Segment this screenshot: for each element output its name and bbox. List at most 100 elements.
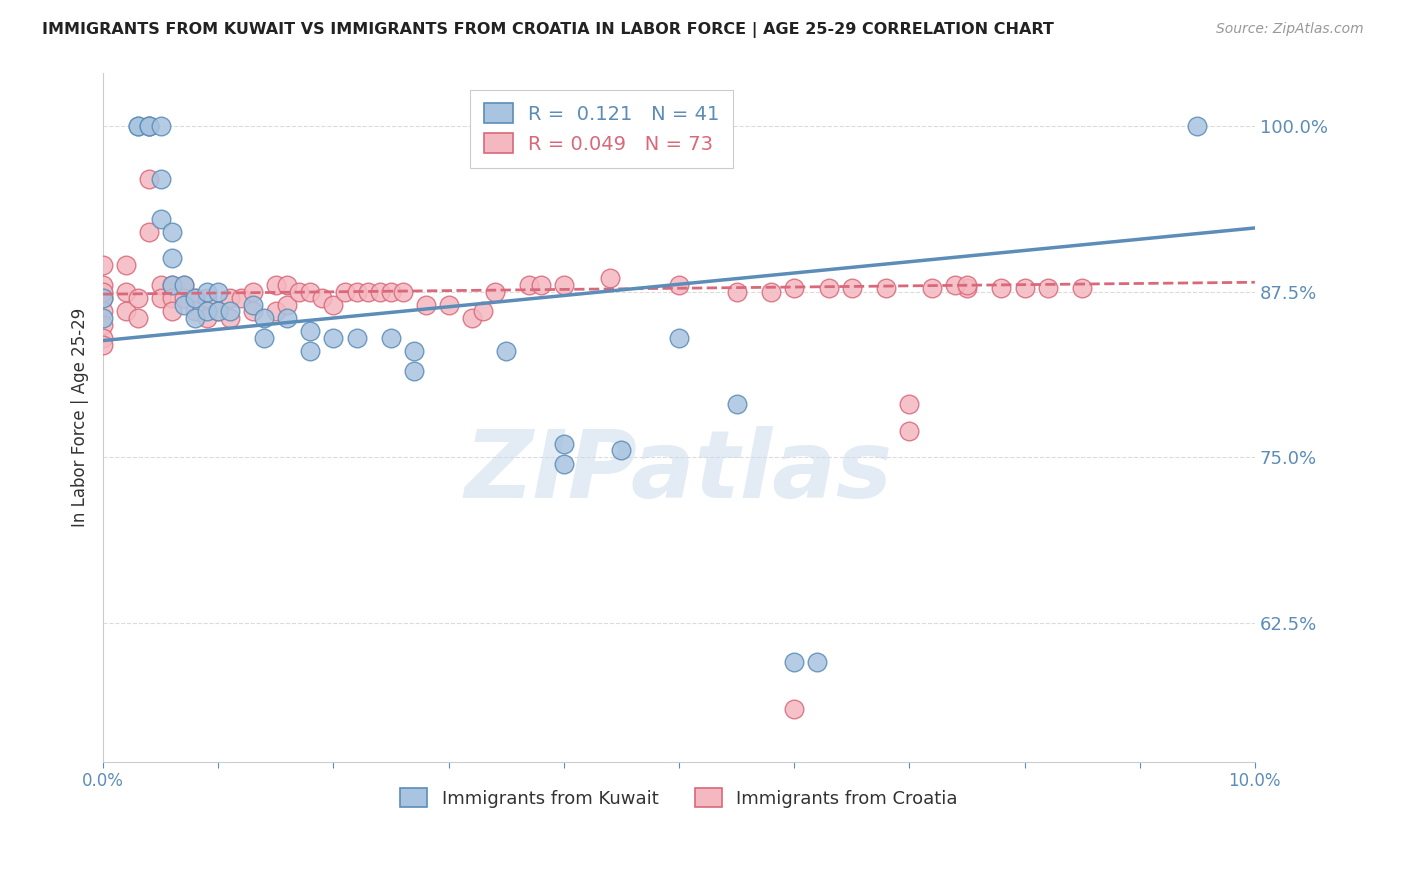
Point [127, 119, 149, 133]
Point [322, 331, 344, 345]
Point [115, 258, 138, 272]
Point [357, 285, 380, 299]
Point [990, 280, 1012, 294]
Point [138, 119, 160, 133]
Point [806, 656, 828, 670]
Point [530, 277, 553, 292]
Point [264, 304, 287, 318]
Point [1071, 280, 1094, 294]
Point [160, 291, 183, 305]
Point [553, 277, 575, 292]
Point [184, 311, 207, 326]
Point [841, 280, 863, 294]
Point [610, 443, 633, 458]
Point [160, 252, 183, 266]
Point [725, 285, 748, 299]
Point [91, 285, 114, 299]
Point [149, 277, 172, 292]
Point [149, 291, 172, 305]
Point [368, 285, 391, 299]
Point [415, 298, 437, 312]
Point [138, 119, 160, 133]
Point [404, 344, 426, 359]
Point [898, 397, 921, 411]
Point [311, 291, 333, 305]
Point [484, 285, 506, 299]
Point [288, 285, 311, 299]
Point [276, 277, 298, 292]
Point [115, 304, 138, 318]
Point [195, 304, 218, 318]
Point [91, 258, 114, 272]
Point [242, 304, 264, 318]
Point [184, 291, 207, 305]
Point [276, 298, 298, 312]
Point [195, 311, 218, 326]
Point [218, 304, 240, 318]
Point [668, 331, 690, 345]
Point [299, 285, 322, 299]
Point [127, 311, 149, 326]
Point [160, 277, 183, 292]
Point [160, 277, 183, 292]
Point [1036, 280, 1059, 294]
Point [149, 211, 172, 226]
Point [138, 172, 160, 186]
Point [783, 702, 806, 716]
Point [599, 271, 621, 285]
Point [898, 424, 921, 438]
Point [725, 397, 748, 411]
Point [173, 298, 195, 312]
Point [276, 311, 298, 326]
Point [437, 298, 460, 312]
Point [322, 298, 344, 312]
Point [91, 311, 114, 326]
Point [1014, 280, 1036, 294]
Point [495, 344, 517, 359]
Text: ZIPatlas: ZIPatlas [465, 426, 893, 518]
Point [817, 280, 839, 294]
Y-axis label: In Labor Force | Age 25-29: In Labor Force | Age 25-29 [72, 308, 89, 527]
Point [218, 291, 240, 305]
Point [184, 304, 207, 318]
Point [472, 304, 495, 318]
Point [160, 225, 183, 239]
Point [207, 304, 229, 318]
Text: Source: ZipAtlas.com: Source: ZipAtlas.com [1216, 22, 1364, 37]
Point [160, 304, 183, 318]
Point [207, 285, 229, 299]
Point [91, 291, 114, 305]
Point [242, 285, 264, 299]
Point [173, 277, 195, 292]
Point [138, 225, 160, 239]
Point [875, 280, 897, 294]
Point [127, 291, 149, 305]
Point [553, 437, 575, 451]
Point [380, 331, 402, 345]
Point [207, 304, 229, 318]
Point [91, 337, 114, 351]
Point [115, 285, 138, 299]
Point [553, 457, 575, 471]
Point [173, 277, 195, 292]
Point [253, 311, 276, 326]
Point [149, 172, 172, 186]
Point [921, 280, 943, 294]
Text: IMMIGRANTS FROM KUWAIT VS IMMIGRANTS FROM CROATIA IN LABOR FORCE | AGE 25-29 COR: IMMIGRANTS FROM KUWAIT VS IMMIGRANTS FRO… [42, 22, 1054, 38]
Point [195, 291, 218, 305]
Point [91, 291, 114, 305]
Point [460, 311, 482, 326]
Point [333, 285, 356, 299]
Point [91, 318, 114, 332]
Point [759, 285, 782, 299]
Point [346, 331, 368, 345]
Point [91, 277, 114, 292]
Point [195, 285, 218, 299]
Point [231, 291, 253, 305]
Point [956, 277, 979, 292]
Point [346, 285, 368, 299]
Legend: Immigrants from Kuwait, Immigrants from Croatia: Immigrants from Kuwait, Immigrants from … [394, 780, 965, 814]
Point [956, 280, 979, 294]
Point [783, 280, 806, 294]
Point [173, 291, 195, 305]
